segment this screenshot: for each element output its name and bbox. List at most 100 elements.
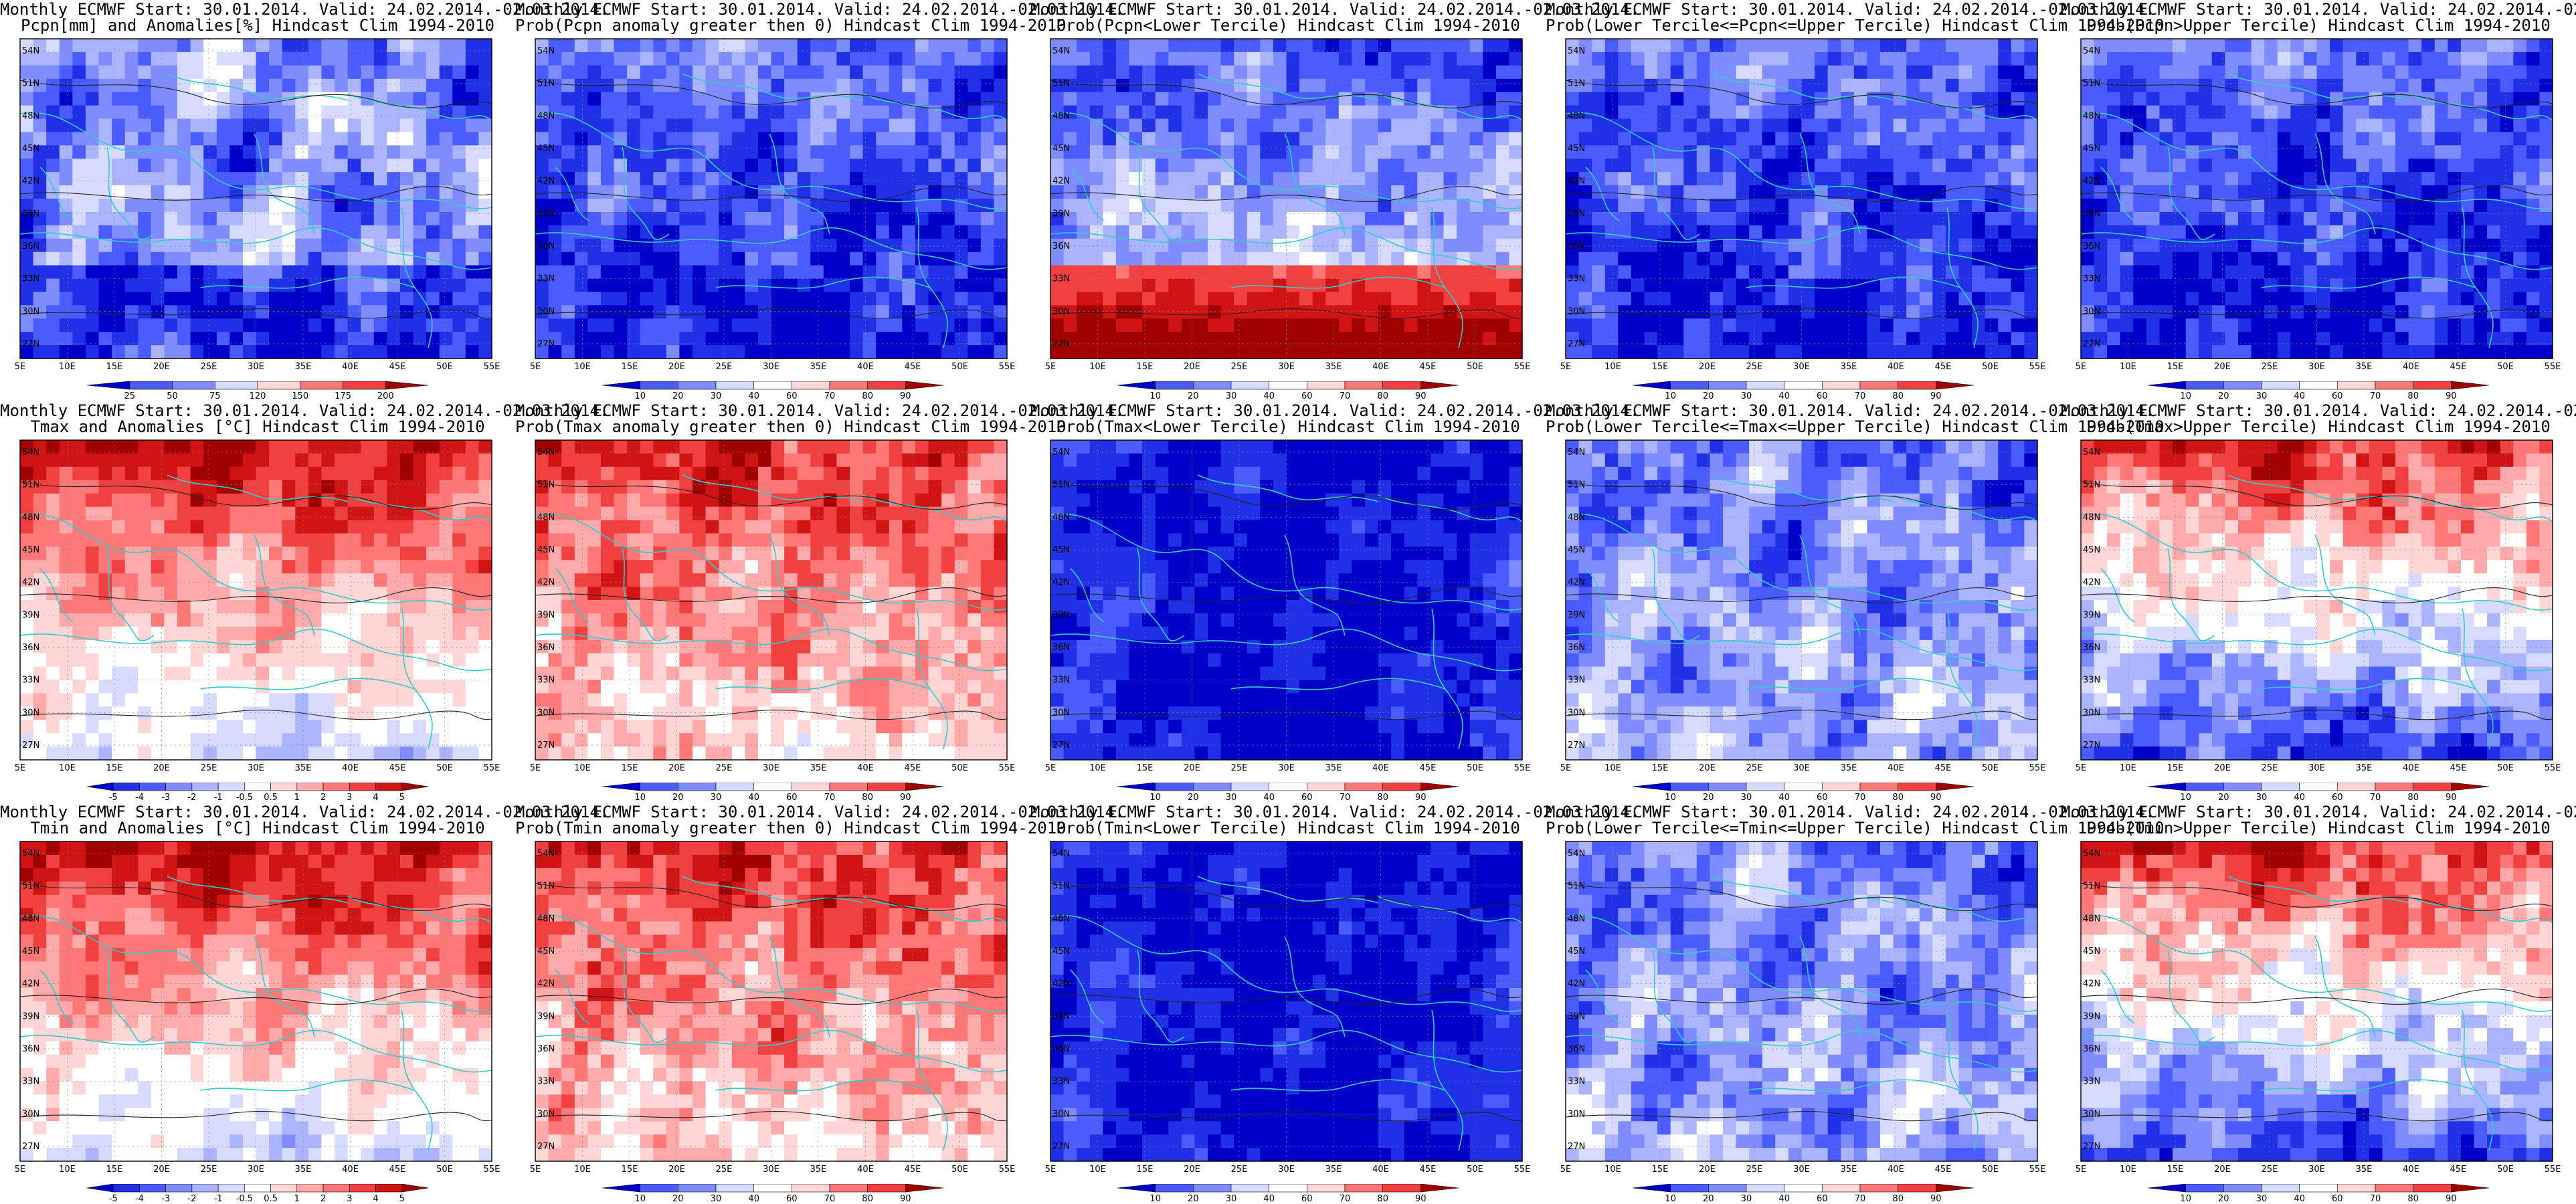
heat-cell: [771, 172, 785, 186]
heat-cell: [229, 305, 244, 319]
heat-cell: [1919, 292, 1933, 306]
heat-cell: [1168, 238, 1182, 253]
heat-cell: [1050, 52, 1065, 66]
heat-cell: [1723, 332, 1737, 346]
heat-cell: [46, 132, 60, 146]
heat-cell: [1880, 199, 1894, 213]
heat-cell: [587, 105, 602, 120]
heat-cell: [1260, 145, 1274, 159]
heat-cell: [1696, 211, 1710, 226]
heat-cell: [2133, 199, 2147, 213]
coastline: [106, 146, 155, 240]
heat-cell: [452, 506, 466, 521]
heat-cell: [2395, 65, 2409, 80]
heat-cell: [2159, 305, 2173, 319]
heat-cell: [1867, 39, 1881, 53]
heat-cell: [216, 506, 230, 521]
heat-cell: [666, 159, 680, 173]
heat-cell: [1457, 159, 1471, 173]
heat-cell: [1815, 318, 1829, 332]
heat-cell: [705, 78, 719, 93]
heat-cell: [1273, 145, 1287, 159]
heat-cell: [98, 292, 112, 306]
heat-cell: [1155, 65, 1169, 80]
heat-cell: [1945, 118, 1960, 132]
heat-cell: [1404, 225, 1418, 239]
heat-cell: [46, 318, 60, 332]
heat-cell: [2159, 132, 2173, 146]
heat-cell: [876, 265, 890, 280]
heat-cell: [46, 440, 60, 454]
heat-cell: [269, 145, 283, 159]
heat-cell: [902, 238, 916, 253]
heat-cell: [1945, 292, 1960, 306]
heat-cell: [361, 211, 375, 226]
heat-cell: [719, 265, 733, 280]
heat-cell: [321, 252, 335, 266]
heat-cell: [1234, 92, 1248, 106]
heat-cell: [1893, 159, 1907, 173]
heat-cell: [2303, 78, 2318, 93]
heat-cell: [535, 132, 549, 146]
heat-cell: [679, 199, 693, 213]
heat-cell: [1867, 345, 1881, 359]
heat-cell: [138, 92, 152, 106]
heat-cell: [347, 132, 361, 146]
heat-cell: [1404, 278, 1418, 292]
heat-cell: [426, 345, 440, 359]
heat-cell: [1495, 318, 1509, 332]
heat-cell: [1710, 145, 1724, 159]
heat-cell: [1050, 172, 1065, 186]
heat-cell: [561, 92, 575, 106]
heat-cell: [98, 520, 112, 534]
heat-cell: [2011, 238, 2025, 253]
heat-cell: [1604, 105, 1619, 120]
heat-cell: [2303, 265, 2318, 280]
heat-cell: [1932, 92, 1946, 106]
heat-cell: [1365, 118, 1379, 132]
heat-cell: [1391, 52, 1405, 66]
heat-cell: [627, 292, 641, 306]
heat-cell: [915, 305, 929, 319]
heat-cell: [439, 332, 453, 346]
heat-cell: [1801, 132, 1815, 146]
heat-cell: [1299, 39, 1313, 53]
heat-cell: [1631, 332, 1645, 346]
heat-cell: [1827, 345, 1841, 359]
heat-cell: [1749, 278, 1763, 292]
heat-cell: [282, 332, 296, 346]
heat-cell: [308, 493, 322, 508]
heat-cell: [2382, 65, 2396, 80]
heat-cell: [1749, 292, 1763, 306]
heat-cell: [373, 520, 387, 534]
heat-cell: [465, 466, 479, 481]
heat-cell: [1181, 65, 1195, 80]
heat-cell: [797, 292, 811, 306]
heat-cell: [2094, 211, 2108, 226]
heat-cell: [1247, 292, 1261, 306]
heat-cell: [413, 252, 427, 266]
heat-cell: [548, 145, 562, 159]
heat-cell: [994, 78, 1008, 93]
colorbar-label: 150: [292, 391, 308, 401]
heat-cell: [1710, 199, 1724, 213]
heat-cell: [59, 332, 73, 346]
heat-cell: [399, 199, 414, 213]
heat-cell: [98, 105, 112, 120]
heat-cell: [1089, 211, 1103, 226]
lon-tick-label: 10E: [1089, 362, 1106, 372]
heat-cell: [810, 145, 824, 159]
heat-cell: [2094, 92, 2108, 106]
heat-cell: [1509, 332, 1523, 346]
heat-cell: [1788, 52, 1803, 66]
heat-cell: [1430, 159, 1445, 173]
heat-cell: [2342, 118, 2357, 132]
heat-cell: [797, 211, 811, 226]
heat-cell: [1194, 252, 1208, 266]
heat-cell: [46, 533, 60, 547]
heat-cell: [1457, 145, 1471, 159]
heat-cell: [2081, 211, 2095, 226]
heat-cell: [2487, 278, 2501, 292]
heat-cell: [1841, 225, 1855, 239]
heat-cell: [1566, 332, 1580, 346]
